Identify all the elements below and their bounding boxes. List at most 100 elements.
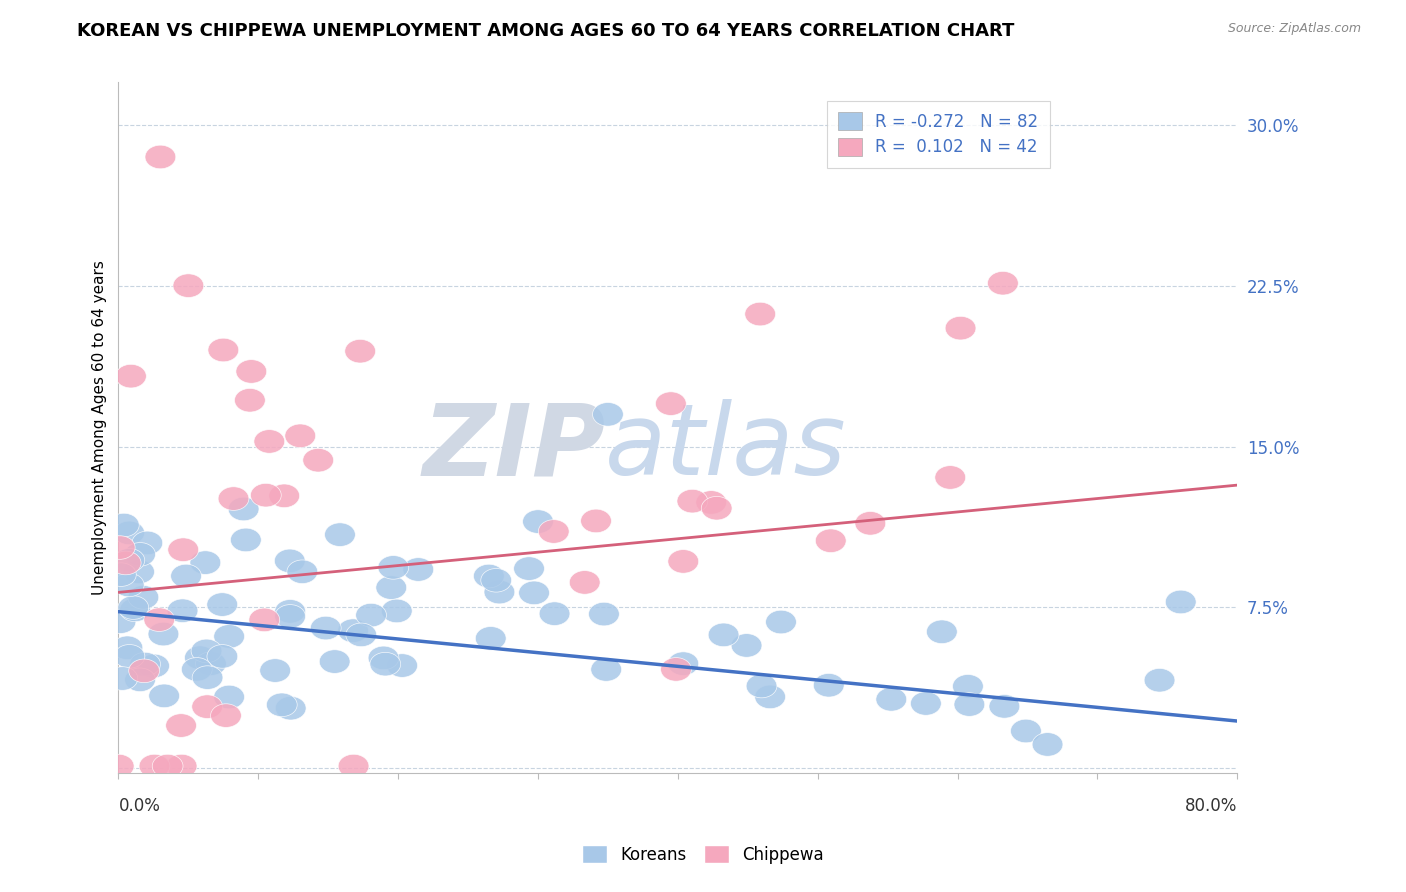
Ellipse shape xyxy=(876,688,907,711)
Ellipse shape xyxy=(474,565,505,588)
Ellipse shape xyxy=(655,392,686,416)
Ellipse shape xyxy=(855,511,886,535)
Ellipse shape xyxy=(129,659,159,682)
Ellipse shape xyxy=(475,626,506,650)
Ellipse shape xyxy=(139,755,170,778)
Ellipse shape xyxy=(381,599,412,623)
Ellipse shape xyxy=(927,620,957,643)
Ellipse shape xyxy=(184,646,215,670)
Ellipse shape xyxy=(387,654,418,677)
Ellipse shape xyxy=(129,652,160,676)
Text: Source: ZipAtlas.com: Source: ZipAtlas.com xyxy=(1227,22,1361,36)
Ellipse shape xyxy=(356,603,387,627)
Ellipse shape xyxy=(152,755,183,778)
Ellipse shape xyxy=(668,652,699,675)
Ellipse shape xyxy=(214,624,245,648)
Ellipse shape xyxy=(378,556,409,579)
Ellipse shape xyxy=(945,317,976,340)
Ellipse shape xyxy=(766,610,796,634)
Ellipse shape xyxy=(319,649,350,673)
Ellipse shape xyxy=(519,581,550,605)
Ellipse shape xyxy=(955,693,984,716)
Ellipse shape xyxy=(105,563,136,586)
Ellipse shape xyxy=(208,338,239,362)
Ellipse shape xyxy=(145,145,176,169)
Y-axis label: Unemployment Among Ages 60 to 64 years: Unemployment Among Ages 60 to 64 years xyxy=(93,260,107,595)
Ellipse shape xyxy=(114,521,145,545)
Ellipse shape xyxy=(191,695,222,718)
Ellipse shape xyxy=(311,616,342,640)
Ellipse shape xyxy=(173,274,204,297)
Ellipse shape xyxy=(166,714,197,738)
Ellipse shape xyxy=(190,550,221,574)
Ellipse shape xyxy=(755,685,786,708)
Ellipse shape xyxy=(105,610,136,633)
Ellipse shape xyxy=(120,598,150,622)
Ellipse shape xyxy=(952,674,983,698)
Ellipse shape xyxy=(167,538,198,561)
Ellipse shape xyxy=(115,364,146,388)
Text: 80.0%: 80.0% xyxy=(1185,797,1237,814)
Ellipse shape xyxy=(260,658,291,682)
Ellipse shape xyxy=(143,607,174,632)
Ellipse shape xyxy=(813,673,844,697)
Ellipse shape xyxy=(815,529,846,552)
Ellipse shape xyxy=(1011,719,1042,743)
Ellipse shape xyxy=(745,302,776,326)
Ellipse shape xyxy=(114,645,145,668)
Ellipse shape xyxy=(112,636,143,659)
Ellipse shape xyxy=(170,565,201,588)
Ellipse shape xyxy=(266,693,297,716)
Ellipse shape xyxy=(195,652,226,675)
Ellipse shape xyxy=(132,531,163,555)
Ellipse shape xyxy=(344,339,375,363)
Ellipse shape xyxy=(211,704,242,727)
Ellipse shape xyxy=(108,513,139,537)
Ellipse shape xyxy=(104,536,135,559)
Ellipse shape xyxy=(538,520,569,543)
Ellipse shape xyxy=(231,528,262,552)
Ellipse shape xyxy=(375,576,406,599)
Ellipse shape xyxy=(538,602,569,625)
Ellipse shape xyxy=(114,574,145,597)
Ellipse shape xyxy=(592,402,623,426)
Ellipse shape xyxy=(276,697,307,720)
Text: atlas: atlas xyxy=(605,400,846,497)
Ellipse shape xyxy=(118,596,149,619)
Ellipse shape xyxy=(110,551,141,574)
Ellipse shape xyxy=(218,487,249,510)
Text: KOREAN VS CHIPPEWA UNEMPLOYMENT AMONG AGES 60 TO 64 YEARS CORRELATION CHART: KOREAN VS CHIPPEWA UNEMPLOYMENT AMONG AG… xyxy=(77,22,1015,40)
Ellipse shape xyxy=(285,424,315,448)
Ellipse shape xyxy=(709,623,740,647)
Ellipse shape xyxy=(668,549,699,574)
Ellipse shape xyxy=(702,497,733,520)
Ellipse shape xyxy=(731,633,762,657)
Ellipse shape xyxy=(274,549,305,573)
Ellipse shape xyxy=(193,665,224,690)
Ellipse shape xyxy=(125,668,156,691)
Ellipse shape xyxy=(661,657,692,681)
Ellipse shape xyxy=(128,585,159,609)
Ellipse shape xyxy=(269,484,299,508)
Ellipse shape xyxy=(911,691,941,715)
Ellipse shape xyxy=(274,605,305,628)
Ellipse shape xyxy=(249,608,280,632)
Ellipse shape xyxy=(287,560,318,583)
Ellipse shape xyxy=(207,593,238,616)
Ellipse shape xyxy=(935,466,966,489)
Ellipse shape xyxy=(404,558,433,582)
Ellipse shape xyxy=(167,599,198,623)
Ellipse shape xyxy=(339,755,368,778)
Ellipse shape xyxy=(484,581,515,604)
Ellipse shape xyxy=(1032,732,1063,756)
Ellipse shape xyxy=(166,755,197,778)
Ellipse shape xyxy=(139,654,170,678)
Ellipse shape xyxy=(254,430,284,453)
Ellipse shape xyxy=(696,491,727,515)
Ellipse shape xyxy=(1166,591,1197,614)
Legend: R = -0.272   N = 82, R =  0.102   N = 42: R = -0.272 N = 82, R = 0.102 N = 42 xyxy=(827,101,1050,168)
Ellipse shape xyxy=(481,568,512,592)
Ellipse shape xyxy=(337,619,368,642)
Ellipse shape xyxy=(676,490,707,513)
Ellipse shape xyxy=(107,666,138,690)
